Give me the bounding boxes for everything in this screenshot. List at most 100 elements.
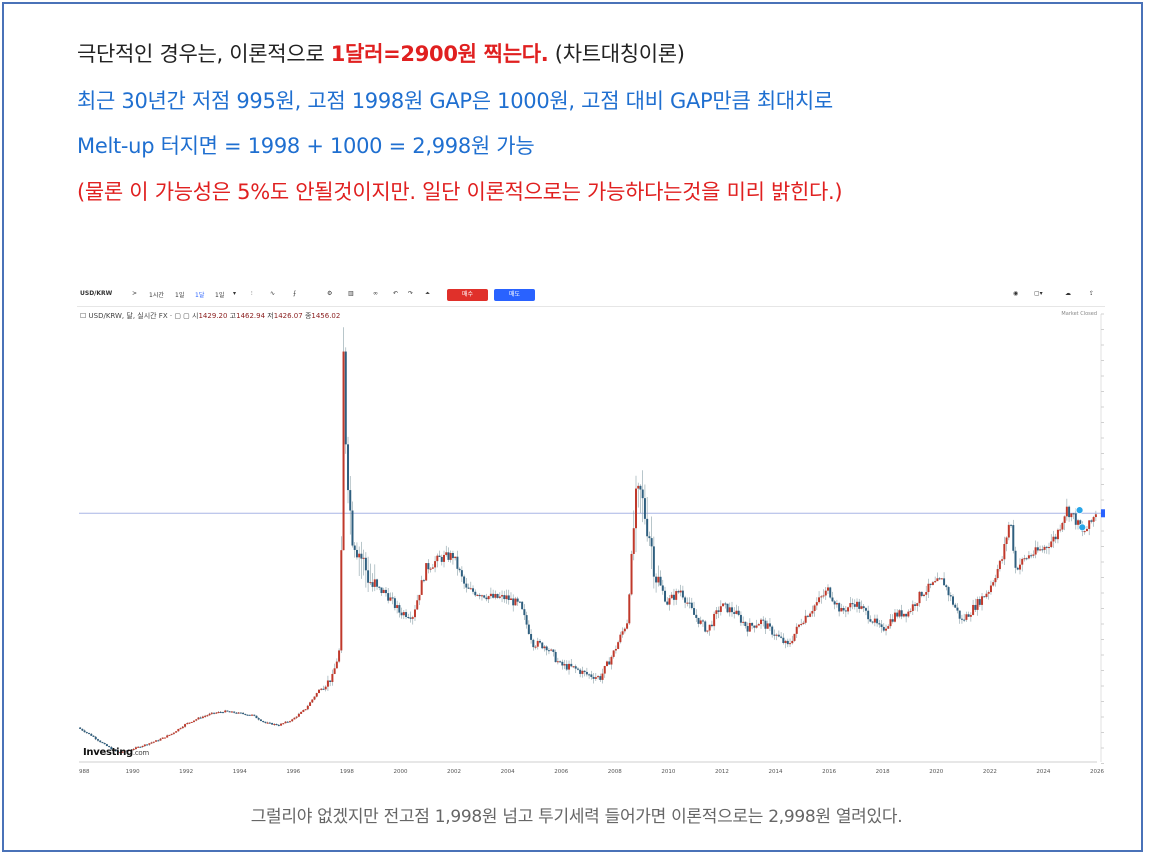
candle (264, 721, 267, 723)
toolbar-item-5[interactable]: ▾ (233, 290, 237, 297)
candle (800, 623, 803, 625)
x-tick-label: 2008 (608, 769, 622, 775)
candle (215, 712, 218, 714)
layout-icon[interactable]: ▢▾ (1034, 290, 1043, 297)
candle (657, 576, 660, 583)
settings-icon[interactable]: ⚙ (327, 290, 333, 297)
candle (952, 596, 955, 605)
candle (1023, 558, 1026, 560)
sell-button[interactable]: 매도 (494, 289, 535, 301)
candle (217, 712, 220, 714)
candle (188, 722, 191, 724)
x-tick-label: 2014 (769, 769, 783, 775)
candle (449, 552, 452, 560)
candle (402, 612, 405, 616)
candle (972, 604, 975, 615)
candle (313, 696, 316, 700)
line-chart-icon[interactable]: ∿ (270, 290, 276, 297)
candle (1061, 522, 1064, 530)
candle (1018, 564, 1021, 570)
candle (978, 599, 981, 605)
candle (965, 614, 968, 620)
candle (1090, 520, 1093, 522)
candle (588, 674, 591, 676)
legend-icons[interactable]: · ▢ ▢ (169, 312, 190, 320)
candle (755, 625, 758, 628)
toolbar-item-4[interactable]: 1일 (215, 292, 225, 299)
candle (710, 624, 713, 627)
candle (914, 604, 917, 606)
candle (454, 556, 457, 559)
candle (1030, 555, 1033, 557)
candle (594, 677, 597, 679)
compare-icon[interactable]: ∞ (373, 290, 378, 297)
toolbar-item-1[interactable]: 1시간 (149, 292, 164, 299)
candle (248, 714, 251, 716)
candle (184, 724, 187, 727)
candle (134, 747, 137, 750)
candle (1094, 514, 1097, 518)
candle (896, 612, 899, 617)
indicator-icon[interactable]: ⨍ (293, 290, 297, 297)
candle (864, 608, 867, 611)
candle (458, 568, 461, 571)
candle (789, 643, 792, 645)
candle-type-icon[interactable]: ⫶ (251, 290, 253, 297)
symbol-label[interactable]: USD/KRW (80, 290, 113, 297)
upload-icon[interactable]: ⇪ (1089, 290, 1095, 297)
candle (221, 712, 224, 714)
headline-line-2: 최근 30년간 저점 995원, 고점 1998원 GAP은 1000원, 고점… (77, 89, 833, 113)
ohlc-legend: ☐ USD/KRW, 달, 실시간 FX · ▢ ▢ 시1429.20 고146… (80, 311, 340, 321)
candle (760, 619, 763, 625)
toolbar-item-0[interactable]: > (132, 290, 138, 297)
bars-icon[interactable]: ▥ (348, 290, 354, 297)
candle (445, 552, 448, 555)
x-tick-label: 1990 (126, 769, 140, 775)
candle (253, 714, 256, 716)
candle (197, 717, 200, 720)
toolbar-item-3[interactable]: 1달 (195, 292, 205, 299)
candle (411, 617, 414, 619)
candle (456, 556, 459, 569)
candle (152, 741, 155, 743)
candle (360, 553, 363, 559)
event-marker-icon[interactable] (1075, 506, 1084, 515)
candle (306, 705, 309, 710)
candle (608, 661, 611, 665)
redo-icon[interactable]: ↷ (408, 290, 414, 297)
candle (945, 585, 948, 588)
candle (420, 580, 423, 595)
camera-icon[interactable]: ◉ (1013, 290, 1019, 297)
candle (407, 616, 410, 618)
close-value: 1456.02 (311, 312, 341, 320)
candle (938, 578, 941, 580)
toolbar-item-2[interactable]: 1일 (175, 292, 185, 299)
candle (842, 608, 845, 611)
candle (1021, 558, 1024, 565)
alert-icon[interactable]: ⏶ (425, 290, 430, 297)
candle (293, 717, 296, 720)
candle (1012, 525, 1015, 551)
candle (1063, 516, 1066, 523)
candle (384, 589, 387, 594)
buy-button[interactable]: 매수 (447, 289, 488, 301)
candle (782, 637, 785, 644)
candle (1072, 513, 1075, 515)
candle (474, 591, 477, 596)
undo-icon[interactable]: ↶ (393, 290, 399, 297)
legend-checkbox-icon[interactable]: ☐ (80, 312, 87, 320)
event-marker-icon[interactable] (1078, 523, 1087, 532)
candle (90, 733, 93, 736)
headline-text-b: (차트대칭이론) (548, 42, 685, 66)
candle (688, 602, 691, 604)
price-chart[interactable]: 988 1990 1992 1994 1996 1998 2000 2002 2004 2006 2… (77, 284, 1105, 776)
candle (521, 601, 524, 610)
candle (396, 605, 399, 609)
close-label: 종 (304, 312, 312, 320)
candle (844, 610, 847, 612)
candle (498, 596, 501, 598)
cloud-icon[interactable]: ☁ (1065, 290, 1071, 297)
candle (536, 640, 539, 647)
candle (472, 588, 475, 592)
candle (1088, 520, 1091, 529)
